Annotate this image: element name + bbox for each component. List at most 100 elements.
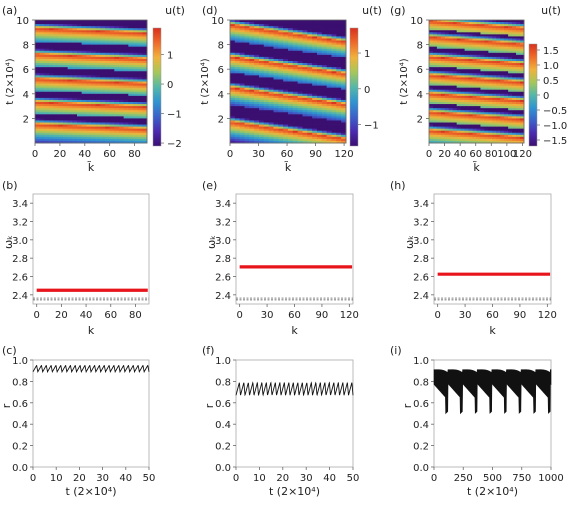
heatmap-cell	[516, 77, 521, 80]
heatmap-cell	[239, 108, 245, 111]
heatmap-cell	[341, 132, 347, 136]
heatmap-cell	[448, 44, 454, 48]
heatmap-cell	[297, 112, 303, 115]
heatmap-cell	[239, 69, 245, 72]
heatmap-cell	[254, 87, 260, 91]
heatmap-cell	[484, 104, 489, 107]
heatmap-cell	[263, 71, 270, 74]
heatmap-cell	[100, 114, 106, 117]
heatmap-cell	[249, 97, 255, 101]
heatmap-cell	[91, 20, 97, 23]
heatmap-cell	[452, 56, 458, 60]
heatmap-cell	[504, 20, 509, 23]
heatmap-cell	[273, 50, 279, 54]
heatmap-cell	[488, 46, 493, 50]
heatmap-cell	[480, 28, 485, 31]
heatmap-cell	[53, 95, 59, 99]
heatmap-cell	[288, 36, 294, 39]
heatmap-cell	[105, 67, 111, 70]
heatmap-cell	[460, 128, 466, 132]
panel-letter-c: (c)	[2, 344, 17, 357]
heatmap-cell	[326, 40, 332, 43]
heatmap-cell	[456, 97, 462, 101]
heatmap-cell	[292, 85, 299, 89]
heatmap-cell	[91, 36, 97, 39]
heatmap-cell	[283, 28, 289, 31]
heatmap-cell	[432, 36, 438, 39]
heatmap-cell	[254, 97, 260, 101]
heatmap-cell	[476, 112, 481, 115]
heatmap-cell	[452, 42, 458, 45]
heatmap-cell	[326, 32, 332, 35]
heatmap-cell	[436, 77, 442, 80]
heatmap-cell	[312, 136, 318, 140]
heatmap-cell	[508, 85, 513, 89]
heatmap-cell	[436, 122, 442, 125]
heatmap-cell	[128, 42, 134, 45]
heatmap-cell	[312, 110, 318, 113]
heatmap-cell	[35, 34, 41, 37]
heatmap-cell	[109, 102, 115, 105]
heatmap-cell	[259, 73, 265, 76]
heatmap-cell	[49, 38, 55, 41]
heatmap-cell	[72, 24, 78, 27]
heatmap-cell	[95, 81, 101, 84]
heatmap-cell	[105, 71, 111, 74]
heatmap-cell	[230, 104, 236, 107]
heatmap-cell	[464, 75, 469, 78]
heatmap-cell	[105, 77, 111, 80]
heatmap-cell	[72, 75, 78, 78]
heatmap-cell	[464, 22, 469, 25]
heatmap-cell	[292, 138, 299, 142]
heatmap-cell	[119, 46, 125, 50]
heatmap-cell	[436, 20, 442, 23]
heatmap-cell	[35, 71, 41, 74]
heatmap-cell	[472, 81, 477, 84]
heatmap-cell	[128, 91, 134, 95]
heatmap-cell	[234, 71, 241, 74]
heatmap-cell	[63, 69, 69, 72]
heatmap-cell	[254, 58, 260, 62]
heatmap-cell	[283, 114, 289, 117]
heatmap-cell	[500, 26, 505, 29]
heatmap-cell	[331, 28, 337, 31]
heatmap-cell	[239, 81, 245, 84]
heatmap-cell	[288, 140, 294, 144]
x-tick-label: 90	[309, 149, 322, 160]
heatmap-cell	[137, 95, 143, 99]
heatmap-cell	[133, 24, 139, 27]
heatmap-cell	[114, 116, 120, 119]
heatmap-cell	[278, 130, 284, 134]
heatmap-cell	[263, 112, 270, 115]
heatmap-cell	[278, 67, 284, 70]
heatmap-cell	[436, 110, 442, 113]
heatmap-cell	[464, 108, 469, 111]
heatmap-cell	[436, 114, 442, 117]
heatmap-cell	[504, 28, 509, 31]
heatmap-cell	[268, 140, 274, 144]
heatmap-cell	[128, 122, 134, 125]
heatmap-cell	[500, 71, 505, 74]
heatmap-cell	[35, 54, 41, 58]
heatmap-cell	[142, 34, 148, 37]
heatmap-cell	[100, 130, 106, 134]
heatmap-cell	[39, 73, 45, 76]
heatmap-cell	[67, 108, 73, 111]
x-axis-label: k	[291, 324, 298, 337]
x-tick-label: 90	[514, 310, 527, 321]
heatmap-cell	[317, 30, 323, 33]
heatmap-cell	[39, 110, 45, 113]
heatmap-cell	[114, 104, 120, 107]
heatmap-cell	[307, 81, 313, 84]
heatmap-cell	[336, 140, 342, 144]
heatmap-cell	[234, 46, 241, 50]
heatmap-cell	[230, 50, 236, 54]
heatmap-cell	[63, 114, 69, 117]
heatmap-cell	[114, 83, 120, 86]
heatmap-cell	[81, 122, 87, 125]
heatmap-cell	[512, 136, 517, 140]
heatmap-cell	[312, 112, 318, 115]
heatmap-cell	[326, 61, 332, 64]
heatmap-cell	[504, 91, 509, 95]
